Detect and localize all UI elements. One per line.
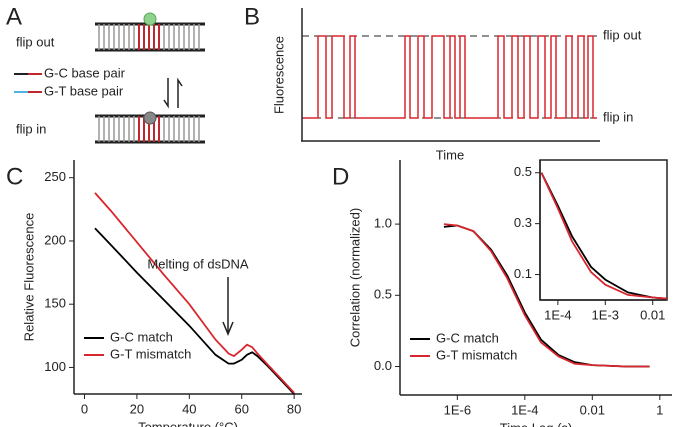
fluorophore [143, 111, 157, 125]
x-tick-label: 1E-3 [592, 307, 619, 322]
panel-label: D [332, 163, 349, 190]
dna-flip-in [95, 111, 205, 144]
y-tick-label: 0.5 [514, 164, 532, 179]
equilibrium-arrows [163, 77, 183, 109]
legend-label: G-C match [110, 329, 173, 344]
data-line [540, 172, 668, 300]
x-tick-label: 20 [130, 401, 144, 416]
flip-in-label: flip in [16, 121, 46, 136]
x-tick-label: 1E-4 [544, 307, 571, 322]
x-tick-label: 0 [81, 401, 88, 416]
x-tick-label: 80 [287, 401, 301, 416]
legend-label: G-T mismatch [110, 346, 191, 361]
y-axis-label: Correlation (normalized) [347, 208, 362, 347]
level-label: flip in [603, 109, 633, 124]
x-axis-label: Time [436, 147, 464, 162]
y-tick-label: 0.5 [374, 287, 392, 302]
charts: C 0 20 40 60 80 100 150 200 250 Temperature (°C) Re… [6, 159, 672, 427]
annotation-arrow [222, 277, 234, 336]
chart: 1E-4 1E-3 0.01 0.1 0.3 0.5 [514, 159, 668, 322]
panel-label: C [6, 163, 23, 190]
legend-gc: G-C base pair [44, 65, 126, 80]
legend-gt: G-T base pair [44, 83, 124, 98]
y-tick-label: 0.3 [514, 215, 532, 230]
x-tick-label: 60 [234, 401, 248, 416]
level-label: flip out [603, 27, 642, 42]
legend-label: G-T mismatch [436, 347, 517, 362]
fluorescence-trace [303, 35, 597, 119]
chart: D 1E-6 1E-4 0.01 1 0.0 0.5 1.0 Time Lag (s) Corre… [332, 160, 672, 427]
x-tick-label: 1 [656, 402, 663, 417]
data-line [94, 227, 295, 395]
legend-label: G-C match [436, 330, 499, 345]
panel-b: B flip out flip in Fluorescence Time [244, 3, 642, 162]
flip-out-label: flip out [16, 34, 55, 49]
dna-flip-out [95, 12, 205, 52]
y-tick-label: 0.1 [514, 266, 532, 281]
panel-a: A flip out G-C base pair G-T base pair f… [6, 3, 205, 144]
x-tick-label: 0.01 [580, 402, 605, 417]
data-line [443, 223, 650, 368]
data-line [94, 192, 295, 394]
y-tick-label: 250 [44, 169, 66, 184]
y-tick-label: 200 [44, 232, 66, 247]
panel-label: B [244, 3, 260, 30]
x-tick-label: 40 [182, 401, 196, 416]
y-axis-label: Relative Fluorescence [21, 213, 36, 342]
x-axis-label: Time Lag (s) [500, 420, 572, 427]
y-axis-label: Fluorescence [271, 36, 286, 114]
y-tick-label: 0.0 [374, 358, 392, 373]
x-tick-label: 1E-6 [444, 402, 471, 417]
inset-frame [539, 159, 668, 301]
annotation: Melting of dsDNA [147, 256, 248, 271]
panel-label: A [6, 3, 22, 30]
x-axis-label: Temperature (°C) [138, 419, 238, 427]
y-tick-label: 1.0 [374, 216, 392, 231]
y-tick-label: 100 [44, 359, 66, 374]
x-tick-label: 0.01 [640, 307, 665, 322]
fluorophore [143, 12, 157, 26]
y-tick-label: 150 [44, 296, 66, 311]
x-tick-label: 1E-4 [511, 402, 538, 417]
chart: C 0 20 40 60 80 100 150 200 250 Temperature (°C) Re… [6, 160, 302, 427]
